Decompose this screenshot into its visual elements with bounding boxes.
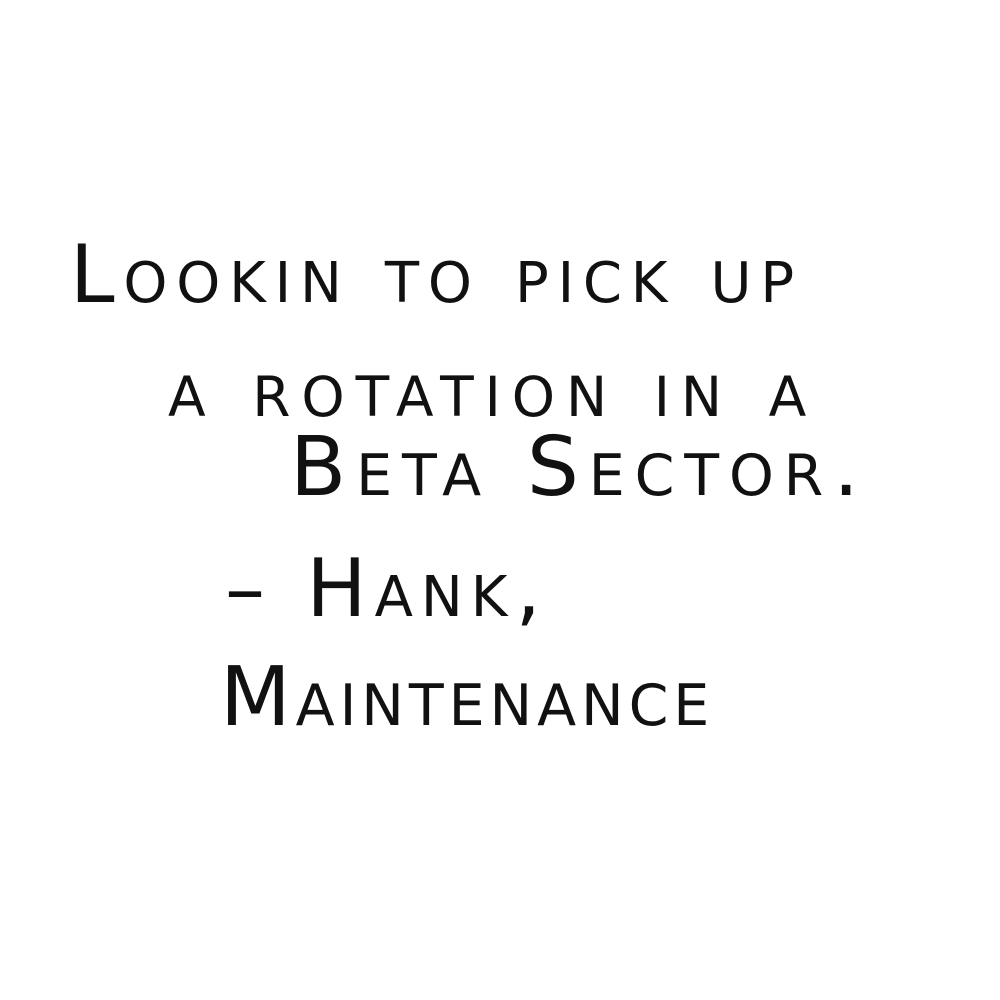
quote-line-1: Lookin to pick up: [70, 228, 803, 321]
quote-line-2: a rotation in a: [168, 345, 818, 435]
attribution-role: Maintenance: [220, 650, 715, 745]
attribution-name: – Hank,: [225, 542, 549, 635]
quote-line-3: Beta Sector.: [290, 420, 870, 515]
